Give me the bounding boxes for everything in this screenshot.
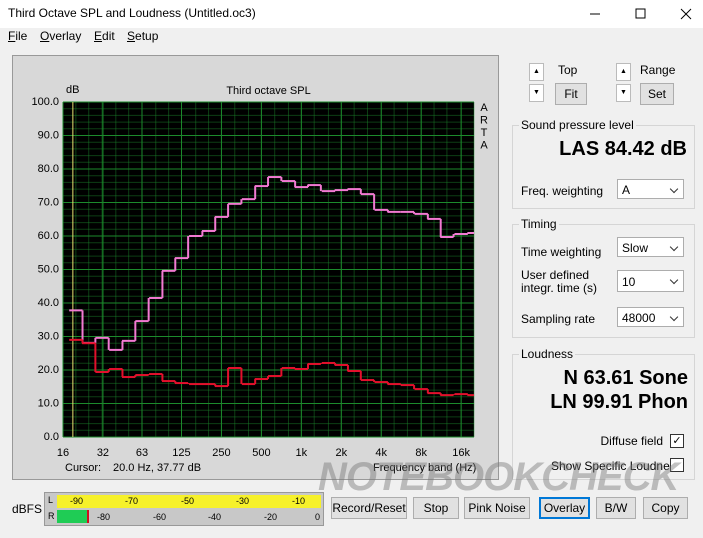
meter-scale: -50 [181,496,195,506]
chart-title: Third octave SPL [226,85,310,97]
level-meter: L R -90 -70 -50 -30 -10 -80 -60 -40 -20 … [44,492,324,526]
group-box: Loudness N 63.61 Sone LN 99.91 Phon Diff… [512,347,695,480]
meter-scale: -80 [97,512,111,522]
x-tick-label: 4k [375,447,387,459]
button[interactable]: Stop [413,497,459,519]
window-controls[interactable] [580,0,703,28]
label: Diffuse field [600,434,663,448]
y-tick-label: 40.0 [38,297,59,309]
x-tick-label: 8k [415,447,427,459]
spin-down[interactable]: ▼ [529,84,544,102]
watermark: NOTEBOOKCHECK [318,455,679,499]
meter-peak [87,510,89,523]
cursor-label: Cursor: [65,462,101,474]
text-input[interactable]: 10 [617,270,684,292]
label: Show Specific Loudness [551,459,682,473]
label: User defined [521,268,590,282]
meter-scale: -10 [292,496,306,506]
x-tick-label: 63 [136,447,148,459]
button[interactable]: Pink Noise [464,497,530,519]
button[interactable]: Copy [643,497,688,519]
combo-box[interactable]: Slow [617,237,684,257]
window-title: Third Octave SPL and Loudness (Untitled.… [8,6,256,20]
group-box: Timing Time weighting Slow User defined … [512,217,695,338]
group-label: Timing [519,217,559,231]
checkbox-checked[interactable]: ✓ [670,434,684,448]
menu-item[interactable]: File [8,29,28,43]
meter-scale: -30 [236,496,250,506]
group-label: Loudness [519,347,576,361]
label: Time weighting [521,245,602,259]
label: Range [640,63,676,77]
meter-scale: -90 [70,496,84,506]
spl-reading: LAS 84.42 dB [559,138,687,160]
label: integr. time (s) [521,281,598,295]
combo-box[interactable]: 48000 [617,307,684,327]
label: Top [558,63,578,77]
cursor-readout: 20.0 Hz, 37.77 dB [113,462,201,474]
loudness-sone: N 63.61 Sone [563,367,688,389]
loudness-phon: LN 99.91 Phon [550,391,688,413]
title-bar: Third Octave SPL and Loudness (Untitled.… [0,0,703,28]
y-tick-label: 90.0 [38,129,59,141]
x-tick-label: 2k [335,447,347,459]
channel-label: R [48,511,55,521]
chart: 0.0 10.0 20.0 30.0 40.0 50.0 60.0 70.0 80.0 90.0 1… [12,55,499,480]
group-label: Sound pressure level [519,118,636,132]
y-tick-label: 60.0 [38,230,59,242]
x-tick-label: 500 [252,447,270,459]
y-tick-label: 50.0 [38,263,59,275]
menu-item[interactable]: Edit [94,29,115,43]
y-tick-label: 100.0 [31,96,59,108]
meter-scale: -20 [264,512,278,522]
checkbox[interactable] [670,458,684,472]
y-tick-label: 10.0 [38,397,59,409]
spin-down[interactable]: ▼ [616,84,631,102]
meter-scale: -60 [153,512,167,522]
y-tick-label: 30.0 [38,330,59,342]
label: Sampling rate [521,312,596,326]
y-unit-label: dB [66,84,79,96]
set-button[interactable]: Set [640,83,674,105]
button[interactable]: Record/Reset [331,497,407,519]
meter-label: dBFS [12,502,43,516]
y-tick-label: 20.0 [38,364,59,376]
x-tick-label: 16k [452,447,470,459]
group-box: Sound pressure level LAS 84.42 dB Freq. … [512,118,695,209]
y-tick-label: 70.0 [38,196,59,208]
meter-bar-right [57,510,87,523]
x-axis-label: Frequency band (Hz) [373,462,476,474]
spin-up[interactable]: ▲ [616,63,631,81]
x-tick-label: 32 [97,447,109,459]
x-tick-label: 125 [172,447,190,459]
x-tick-label: 16 [57,447,69,459]
fit-button[interactable]: Fit [555,83,587,105]
combo-box[interactable]: A [617,179,684,199]
x-tick-label: 1k [296,447,308,459]
y-tick-label: 80.0 [38,163,59,175]
meter-scale: -40 [208,512,222,522]
label: Freq. weighting [521,184,604,198]
channel-label: L [48,495,54,505]
spin-up[interactable]: ▲ [529,63,544,81]
y-tick-label: 0.0 [44,431,59,443]
meter-scale: 0 [315,512,321,522]
button[interactable]: Overlay [539,497,590,519]
plot-series [69,176,474,397]
x-tick-label: 250 [212,447,230,459]
menu-item[interactable]: Setup [127,29,159,43]
button[interactable]: B/W [596,497,636,519]
meter-bar-left [57,495,321,508]
meter-scale: -70 [125,496,139,506]
menu-item[interactable]: Overlay [40,29,82,43]
